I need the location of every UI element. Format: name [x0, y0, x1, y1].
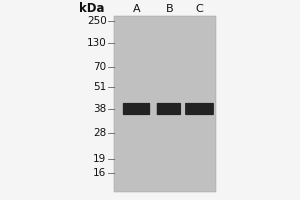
Text: 250: 250: [87, 16, 106, 26]
FancyBboxPatch shape: [185, 103, 214, 115]
Text: 70: 70: [93, 62, 106, 72]
Text: 19: 19: [93, 154, 106, 164]
Text: kDa: kDa: [79, 2, 104, 16]
Text: 16: 16: [93, 168, 106, 178]
Text: A: A: [133, 4, 140, 14]
FancyBboxPatch shape: [157, 103, 181, 115]
FancyBboxPatch shape: [123, 103, 150, 115]
Text: 38: 38: [93, 104, 106, 114]
Text: 130: 130: [87, 38, 106, 48]
Text: C: C: [196, 4, 203, 14]
Text: 28: 28: [93, 128, 106, 138]
Bar: [114, 16, 216, 192]
Text: B: B: [166, 4, 173, 14]
Text: 51: 51: [93, 82, 106, 92]
